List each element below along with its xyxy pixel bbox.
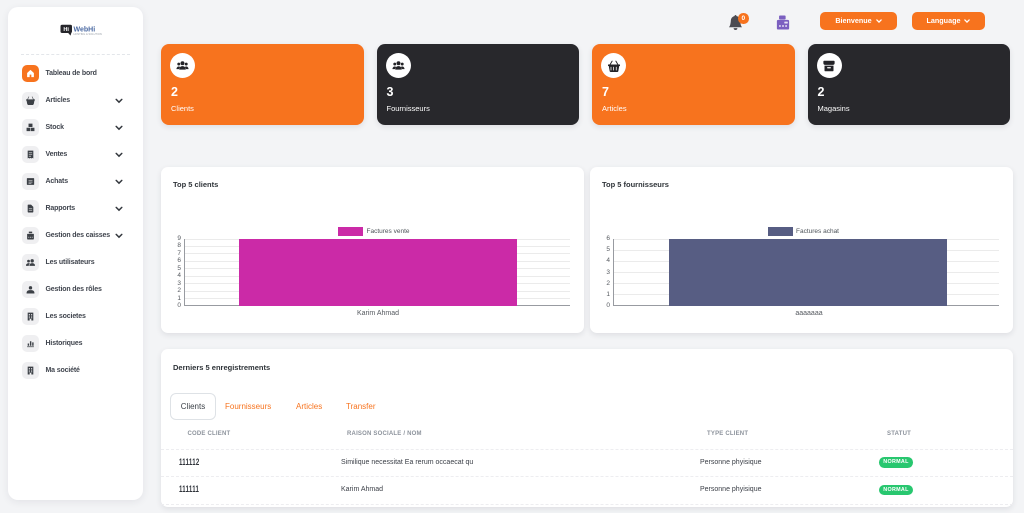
svg-text:HOSTING & SOLUTIONS: HOSTING & SOLUTIONS — [74, 32, 103, 36]
svg-text:WebHi: WebHi — [74, 26, 96, 33]
svg-text:Hi: Hi — [63, 27, 69, 33]
